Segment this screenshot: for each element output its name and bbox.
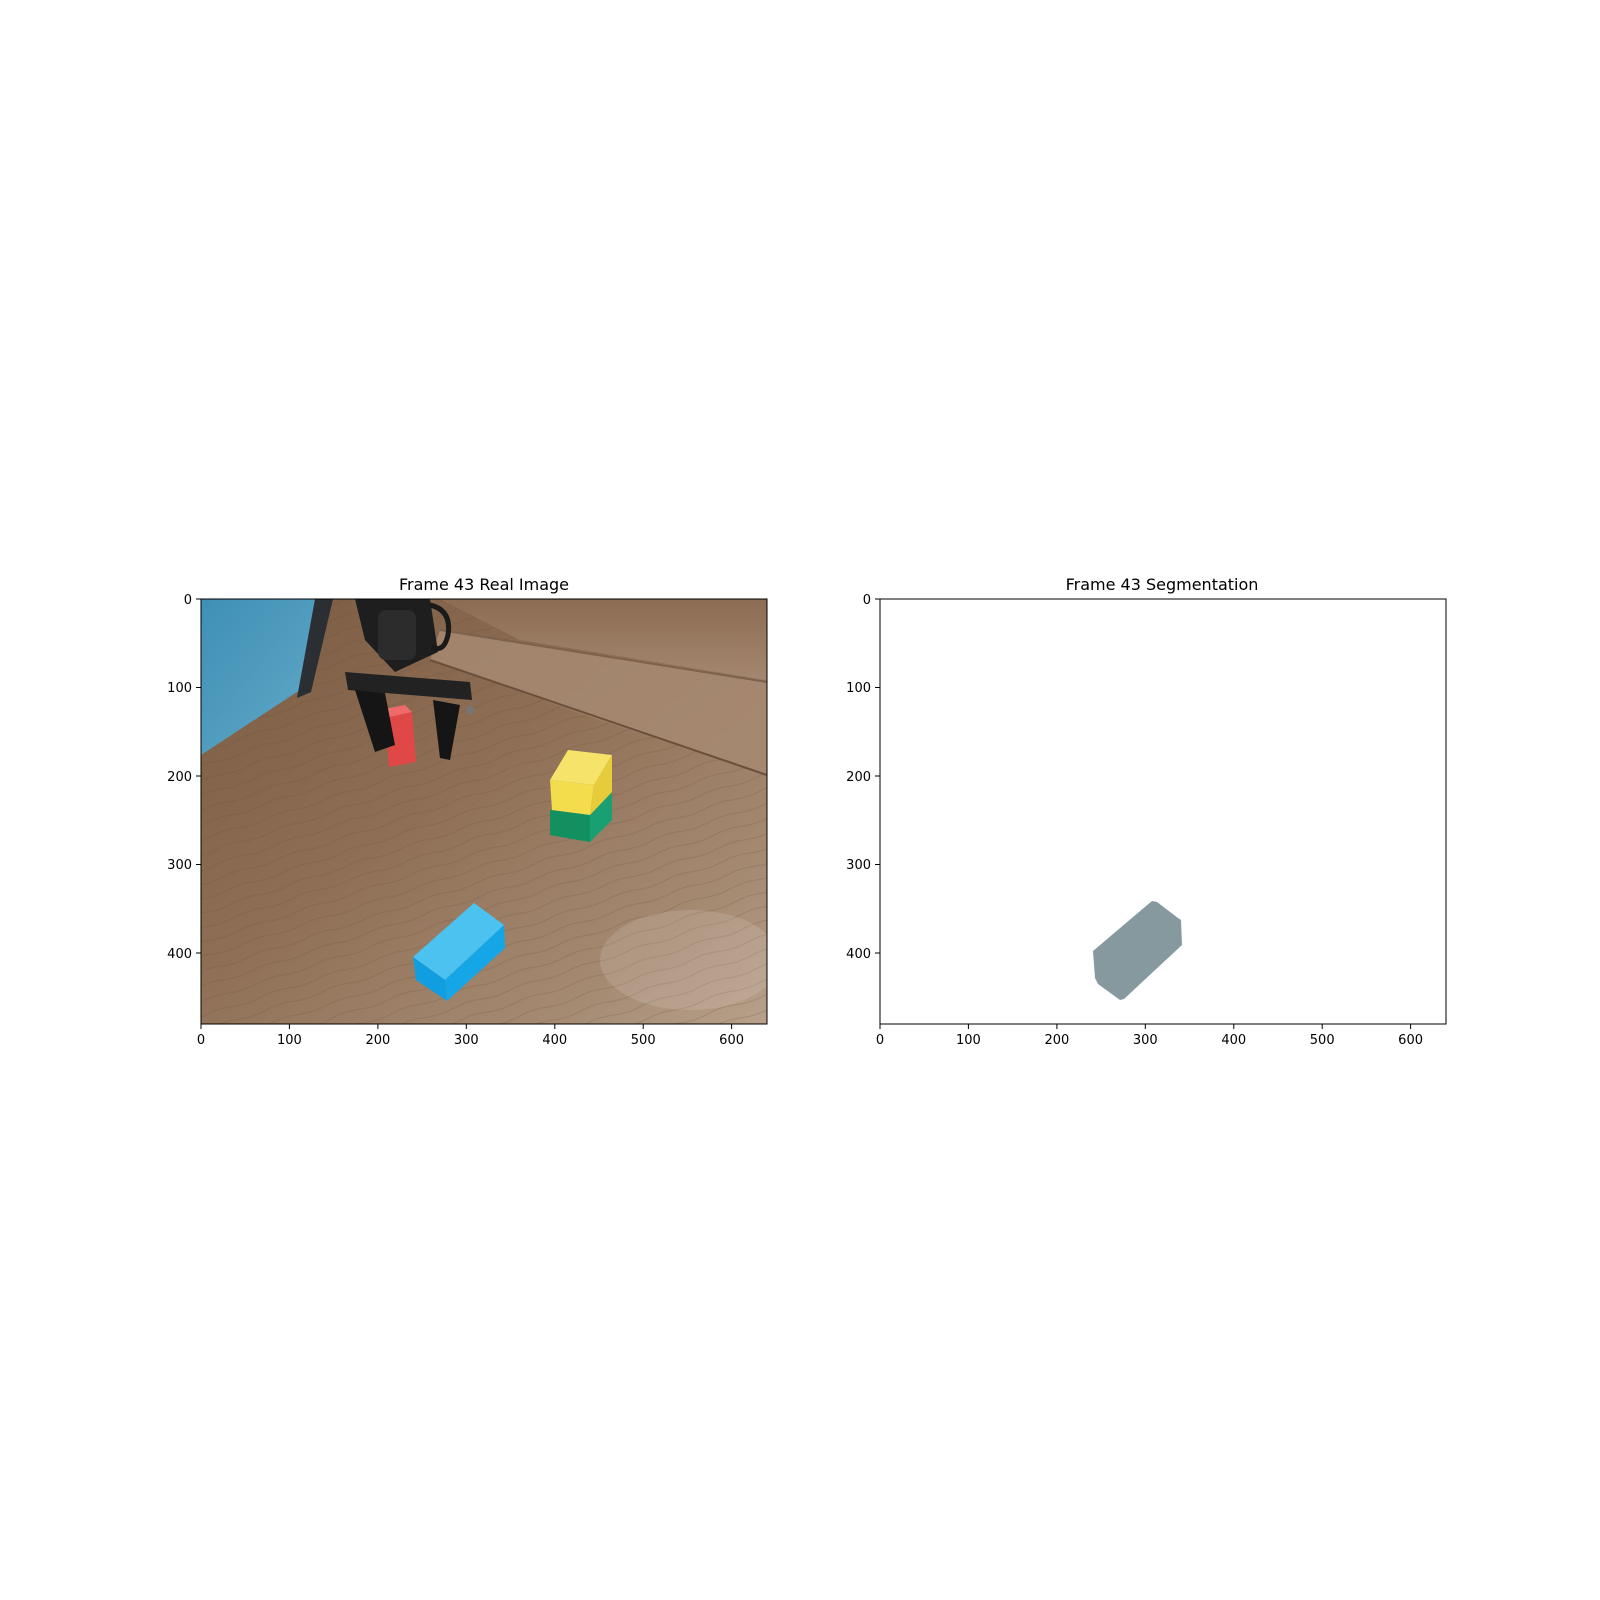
x-tick-label: 300 [454,1033,479,1048]
wall [201,599,320,755]
y-tick-label: 0 [863,593,871,608]
y-tick-label: 400 [846,947,871,962]
yellow-block [550,750,612,815]
y-tick-label: 100 [846,681,871,696]
x-tick-label: 200 [365,1033,390,1048]
blue-block [413,903,505,1001]
x-axis-segmentation: 0 100 200 300 400 500 600 [876,1024,1423,1048]
x-tick-label: 600 [1398,1033,1423,1048]
y-tick-label: 0 [184,593,192,608]
y-tick-label: 200 [846,770,871,785]
x-tick-label: 100 [277,1033,302,1048]
y-tick-label: 200 [167,770,192,785]
x-tick-label: 400 [1221,1033,1246,1048]
x-tick-label: 200 [1044,1033,1069,1048]
y-axis-real: 0 100 200 300 400 [167,593,201,962]
x-tick-label: 0 [197,1033,205,1048]
x-tick-label: 0 [876,1033,884,1048]
door-frame [297,599,333,698]
real-image [201,599,767,1024]
panel-title-segmentation: Frame 43 Segmentation [1066,575,1259,594]
shelf-ledge [440,599,767,680]
x-tick-label: 500 [631,1033,656,1048]
robot-gripper [345,599,474,760]
panel-title-real: Frame 43 Real Image [399,575,569,594]
green-block [550,792,612,842]
y-tick-label: 400 [167,947,192,962]
x-tick-label: 600 [719,1033,744,1048]
x-axis-real: 0 100 200 300 400 500 600 [197,1024,744,1048]
y-tick-label: 300 [846,858,871,873]
y-tick-label: 300 [167,858,192,873]
segmentation-mask [1093,901,1182,1000]
segmentation-panel: Frame 43 Segmentation 0 100 200 300 400 … [846,575,1447,1048]
x-tick-label: 400 [542,1033,567,1048]
y-tick-label: 100 [167,681,192,696]
y-axis-segmentation: 0 100 200 300 400 [846,593,880,962]
real-image-panel: Frame 43 Real Image [167,575,768,1048]
x-tick-label: 100 [956,1033,981,1048]
x-tick-label: 300 [1133,1033,1158,1048]
x-tick-label: 500 [1310,1033,1335,1048]
shelf-face [430,630,767,775]
